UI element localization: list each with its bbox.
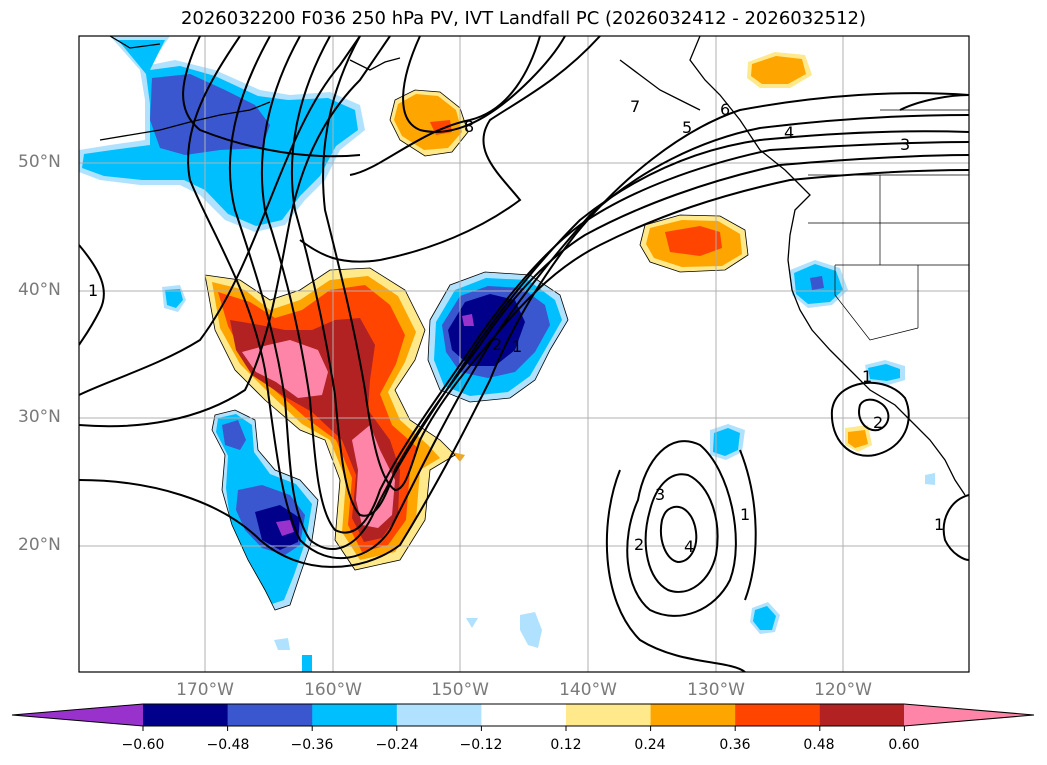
colorbar-extend-high [904,704,1034,726]
colorbar-bin [481,704,567,726]
contour-labels: 7 6 5 4 3 8 1 2 3 4 2 1 1 2 1 1 [88,97,944,556]
contour-label: 6 [720,100,730,119]
contour-label: 1 [862,367,872,386]
lon-label-140w: 140°W [559,680,617,700]
coastlines [99,36,966,496]
lat-label-40n: 40°N [18,280,61,300]
colorbar-bin [735,704,821,726]
colorbar-tick-label: −0.12 [459,737,503,753]
colorbar-tick-label: −0.60 [121,737,165,753]
lon-label-150w: 150°W [431,680,489,700]
colorbar-tick-label: 0.48 [803,737,835,753]
colorbar-bin [227,704,313,726]
lon-label-160w: 160°W [304,680,362,700]
lon-label-130w: 130°W [687,680,745,700]
contour-label: 5 [682,118,692,137]
colorbar-bin [396,704,482,726]
colorbar-bin [566,704,652,726]
colorbar [11,703,1035,731]
contour-label: 1 [512,337,522,356]
map-frame [78,35,970,673]
lat-label-30n: 30°N [18,407,61,427]
graticule [79,36,969,672]
anomaly-outlines [204,89,749,611]
colorbar-bin [650,704,736,726]
contour-label: 2 [492,335,502,354]
contour-label: 4 [684,537,694,556]
contour-label: 7 [630,97,640,116]
contour-label: 8 [464,117,474,136]
colorbar-tick-label: −0.48 [206,737,250,753]
contour-label: 3 [655,485,665,504]
colorbar-tick-label: 0.36 [719,737,751,753]
colorbar-bin [312,704,398,726]
colorbar-bin [819,704,905,726]
contour-label: 2 [873,413,883,432]
colorbar-tick-label: −0.24 [375,737,419,753]
colorbar-extend-low [12,704,143,726]
colorbar-tick-label: 0.24 [634,737,666,753]
contour-label: 1 [740,505,750,524]
colorbar-bin [143,704,229,726]
contour-label: 1 [934,515,944,534]
contour-label: 3 [900,135,910,154]
contour-label: 1 [88,281,98,300]
map-title: 2026032200 F036 250 hPa PV, IVT Landfall… [180,8,867,29]
lat-label-50n: 50°N [18,152,61,172]
contour-label: 2 [634,535,644,554]
lon-label-120w: 120°W [814,680,872,700]
lat-label-20n: 20°N [18,535,61,555]
pc-contours [79,36,969,672]
colorbar-tick-label: 0.12 [550,737,582,753]
lon-label-170w: 170°W [176,680,234,700]
colorbar-tick-label: −0.36 [290,737,334,753]
contour-label: 4 [784,123,794,142]
colorbar-tick-label: 0.60 [888,737,920,753]
